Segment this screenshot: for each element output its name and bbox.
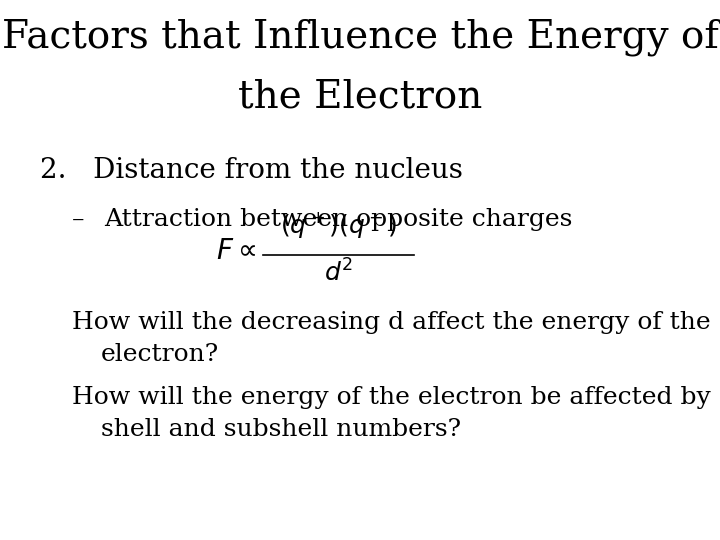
Text: 2.   Distance from the nucleus: 2. Distance from the nucleus: [40, 157, 462, 184]
Text: How will the decreasing d affect the energy of the: How will the decreasing d affect the ene…: [72, 310, 711, 334]
Text: How will the energy of the electron be affected by: How will the energy of the electron be a…: [72, 386, 711, 409]
Text: the Electron: the Electron: [238, 78, 482, 116]
Text: Attraction between opposite charges: Attraction between opposite charges: [104, 208, 573, 231]
Text: Factors that Influence the Energy of: Factors that Influence the Energy of: [1, 19, 719, 56]
Text: $F \propto$: $F \propto$: [216, 238, 256, 265]
Text: shell and subshell numbers?: shell and subshell numbers?: [101, 418, 461, 442]
Text: $d^2$: $d^2$: [324, 259, 353, 286]
Text: $(q^+)(q^-)$: $(q^+)(q^-)$: [280, 210, 397, 240]
Text: electron?: electron?: [101, 343, 219, 366]
Text: –: –: [72, 208, 84, 231]
